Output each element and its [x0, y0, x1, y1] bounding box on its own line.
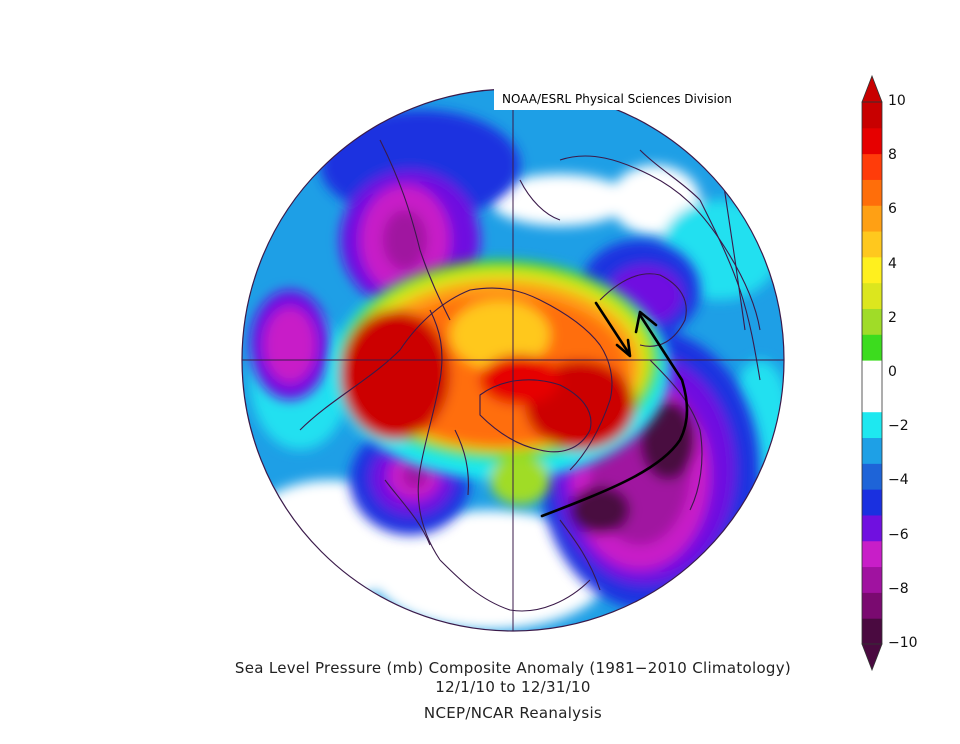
colorbar-tick-label: −2	[888, 418, 909, 435]
colorbar-segment	[862, 308, 882, 335]
colorbar-tick-label: 4	[888, 255, 897, 272]
colorbar-segment	[862, 463, 882, 490]
annotation-arrows	[540, 301, 689, 518]
caption-title: Sea Level Pressure (mb) Composite Anomal…	[234, 659, 792, 677]
colorbar-segment	[862, 592, 882, 619]
colorbar	[861, 74, 883, 672]
colorbar-segment	[862, 411, 882, 439]
colorbar-segment	[862, 179, 882, 206]
colorbar-segment	[862, 334, 882, 361]
colorbar-segment	[862, 102, 882, 129]
colorbar-segment	[862, 231, 882, 258]
colorbar-tick-label: 0	[888, 364, 897, 380]
colorbar-segment	[862, 256, 882, 284]
arrow-north-head	[615, 338, 632, 358]
colorbar-segment	[862, 437, 882, 464]
colorbar-segment	[862, 566, 882, 593]
colorbar-segment	[862, 385, 882, 413]
arrow-loop	[540, 313, 689, 518]
colorbar-segment	[862, 514, 882, 542]
colorbar-tick-label: −10	[888, 635, 918, 651]
colorbar-segment	[862, 540, 882, 568]
colorbar-tick-label: 8	[888, 147, 897, 164]
colorbar-outline	[861, 101, 883, 645]
coastlines	[299, 139, 761, 612]
colorbar-segment	[862, 127, 882, 155]
colorbar-max-arrow	[861, 74, 883, 103]
colorbar-tick-label: −8	[888, 580, 909, 597]
colorbar-tick-label: −6	[888, 526, 909, 543]
caption-source: NCEP/NCAR Reanalysis	[423, 704, 603, 722]
polar-disc	[242, 89, 784, 631]
arrow-north	[594, 301, 630, 354]
colorbar-segment	[862, 489, 882, 516]
colorbar-tick-label: 2	[888, 309, 897, 326]
caption-date-range: 12/1/10 to 12/31/10	[435, 678, 591, 696]
credit-label: NOAA/ESRL Physical Sciences Division	[494, 88, 788, 110]
arrow-loop-head	[634, 310, 658, 334]
colorbar-segment	[862, 618, 882, 645]
colorbar-segment	[862, 205, 882, 232]
colorbar-tick-label: 6	[888, 201, 897, 218]
colorbar-segment	[862, 360, 882, 387]
colorbar-tick-label: −4	[888, 472, 909, 489]
colorbar-tick-label: 10	[888, 93, 906, 109]
colorbar-segment	[862, 153, 882, 180]
colorbar-segment	[862, 282, 882, 309]
